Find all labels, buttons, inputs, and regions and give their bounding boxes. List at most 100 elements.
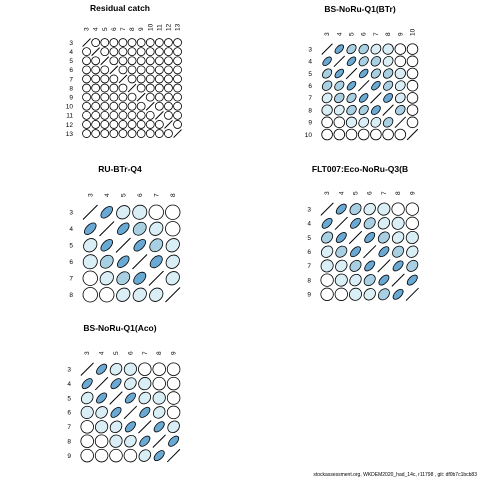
diagonal-mark [94,376,109,391]
x-tick-label: 9 [397,32,404,36]
x-tick-label: 7 [153,193,160,197]
correlation-ellipse [358,116,370,128]
correlation-ellipse [95,420,109,434]
x-tick-label: 7 [373,32,380,36]
correlation-ellipse [109,83,119,93]
diagonal-mark [148,270,164,286]
x-tick-label: 13 [175,23,182,31]
correlation-ellipse [136,56,146,66]
correlation-ellipse [334,44,345,54]
y-tick-label: 9 [67,453,71,460]
correlation-ellipse [154,92,164,102]
correlation-ellipse [165,221,181,237]
correlation-ellipse [335,203,347,215]
y-tick-label: 3 [307,206,311,213]
correlation-ellipse [164,65,173,75]
correlation-ellipse [138,391,152,405]
diagonal-mark [145,101,155,111]
diagonal-mark [382,104,394,116]
correlation-ellipse [100,205,114,219]
correlation-ellipse [118,38,128,47]
correlation-ellipse [139,406,151,418]
correlation-ellipse [363,217,376,230]
correlation-ellipse [358,105,369,116]
correlation-ellipse [80,448,94,463]
x-tick-label: 8 [170,193,177,197]
correlation-ellipse [127,129,137,138]
diagonal-mark [173,129,182,138]
correlation-ellipse [100,38,110,47]
correlation-ellipse [406,274,418,286]
correlation-ellipse [109,434,123,448]
correlation-ellipse [149,255,163,269]
correlation-ellipse [91,92,101,102]
correlation-ellipse [391,216,405,230]
correlation-ellipse [136,83,146,93]
correlation-ellipse [83,238,98,253]
correlation-ellipse [383,80,394,91]
diagonal-mark [370,92,382,104]
correlation-ellipse [100,74,110,84]
correlation-ellipse [320,259,334,273]
correlation-ellipse [363,274,376,287]
x-tick-label: 11 [156,24,163,31]
x-tick-label: 5 [113,351,120,355]
x-tick-label: 10 [147,23,154,31]
y-tick-label: 4 [307,221,311,228]
correlation-ellipse [405,231,419,244]
correlation-ellipse [335,245,348,258]
correlation-ellipse [91,129,101,138]
diagonal-mark [109,65,119,75]
correlation-ellipse [100,129,110,138]
correlation-ellipse [116,287,131,302]
correlation-ellipse [154,101,164,111]
correlation-ellipse [109,74,119,84]
correlation-ellipse [349,203,362,216]
correlation-ellipse [382,43,394,55]
correlation-ellipse [321,231,334,244]
y-tick-label: 7 [69,276,73,283]
correlation-ellipse [152,406,166,419]
correlation-ellipse [81,378,93,390]
diagonal-mark [165,287,181,303]
correlation-ellipse [127,74,137,84]
correlation-ellipse [109,129,119,138]
correlation-ellipse [149,221,164,236]
correlation-ellipse [377,231,390,244]
correlation-ellipse [154,47,164,57]
correlation-ellipse [82,74,91,84]
correlation-ellipse [334,273,348,287]
correlation-ellipse [145,47,155,57]
correlation-ellipse [173,120,182,129]
correlation-ellipse [394,128,407,141]
correlation-ellipse [370,56,382,67]
y-tick-label: 4 [67,381,71,388]
correlation-ellipse [406,245,419,258]
correlation-ellipse [82,65,91,75]
correlation-ellipse [164,38,173,47]
correlation-ellipse [91,74,101,84]
panel-title: BS-NoRu-Q1(Aco) [83,323,156,333]
x-tick-label: 7 [120,27,127,31]
correlation-ellipse [349,259,362,272]
correlation-ellipse [95,406,108,419]
correlation-ellipse [321,116,333,129]
correlation-ellipse [91,120,101,129]
x-tick-label: 8 [156,351,163,355]
x-tick-label: 3 [324,32,331,36]
correlation-ellipse [363,288,376,301]
correlation-ellipse [335,259,348,273]
correlation-ellipse [406,55,419,68]
correlation-ellipse [82,56,91,66]
correlation-ellipse [127,47,137,57]
correlation-ellipse [357,128,370,141]
correlation-ellipse [173,110,182,120]
correlation-ellipse [109,101,119,111]
y-tick-label: 5 [307,235,311,242]
diagonal-mark [357,79,370,92]
x-tick-label: 8 [385,32,392,36]
correlation-ellipse [333,104,345,116]
correlation-ellipse [394,67,406,80]
correlation-ellipse [320,273,334,287]
y-tick-label: 12 [66,122,74,129]
